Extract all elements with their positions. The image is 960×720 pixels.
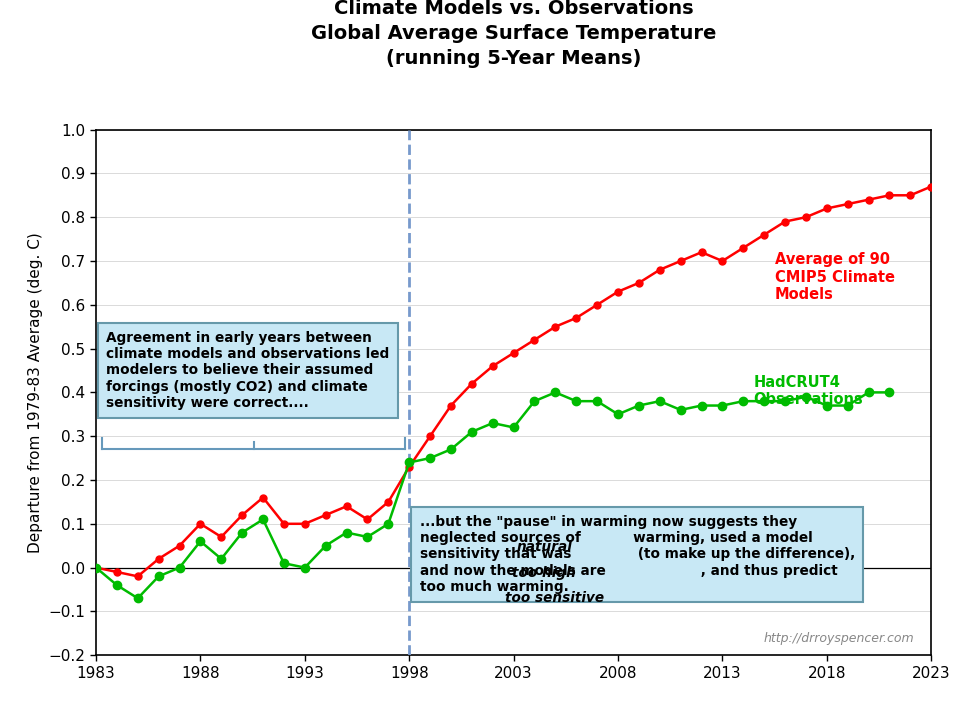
Text: too high: too high (512, 566, 575, 580)
Text: ...but the "pause" in warming now suggests they
neglected sources of           w: ...but the "pause" in warming now sugges… (420, 515, 855, 594)
Text: Climate Models vs. Observations
Global Average Surface Temperature
(running 5-Ye: Climate Models vs. Observations Global A… (311, 0, 716, 68)
Text: http://drroyspencer.com: http://drroyspencer.com (764, 631, 915, 644)
Text: HadCRUT4
Observations: HadCRUT4 Observations (754, 375, 863, 408)
Text: Average of 90
CMIP5 Climate
Models: Average of 90 CMIP5 Climate Models (775, 252, 895, 302)
Text: too sensitive: too sensitive (505, 591, 604, 606)
Y-axis label: Departure from 1979-83 Average (deg. C): Departure from 1979-83 Average (deg. C) (28, 232, 43, 553)
Text: natural: natural (516, 541, 572, 554)
Text: Agreement in early years between
climate models and observations led
modelers to: Agreement in early years between climate… (107, 331, 390, 410)
